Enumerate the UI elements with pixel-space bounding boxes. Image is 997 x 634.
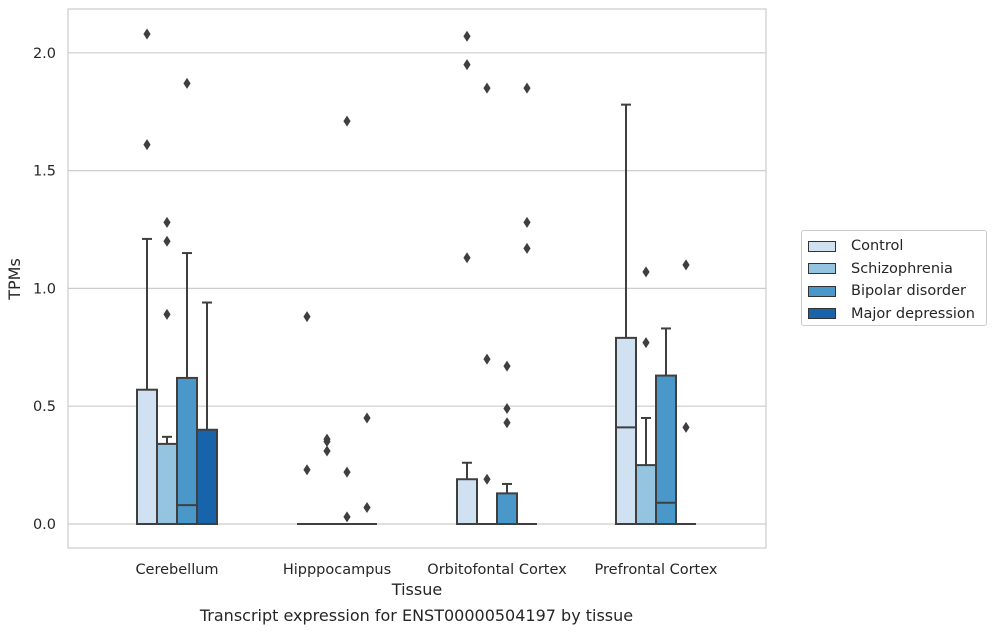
outlier-point: [463, 30, 471, 42]
box-control: [456, 30, 478, 525]
outlier-point: [463, 59, 471, 71]
outlier-point: [503, 403, 511, 415]
y-tick-label: 1.0: [33, 281, 56, 297]
outlier-point: [503, 417, 511, 429]
legend-item: Schizophrenia: [808, 258, 986, 281]
outlier-point: [642, 337, 650, 349]
outlier-point: [143, 28, 151, 40]
box-body: [136, 388, 158, 526]
box-body: [156, 442, 178, 525]
x-tick-labels: Cerebellum Hipppocampus Orbitofontal Corte…: [135, 562, 717, 578]
outlier-point: [343, 466, 351, 478]
box-body: [496, 492, 518, 526]
outlier-point: [503, 360, 511, 372]
x-tick-label: Prefrontal Cortex: [595, 562, 718, 578]
legend-swatch: [808, 285, 836, 297]
y-tick-label: 0.5: [33, 399, 56, 415]
x-axis-label: Tissue: [391, 580, 442, 599]
box-body: [615, 336, 637, 525]
outlier-point: [523, 242, 531, 254]
outlier-point: [343, 511, 351, 523]
x-tick-label: Orbitofontal Cortex: [427, 562, 567, 578]
x-tick-label: Cerebellum: [135, 562, 218, 578]
outlier-point: [463, 252, 471, 264]
legend-label: Bipolar disorder: [851, 283, 966, 300]
legend-label: Schizophrenia: [851, 260, 953, 277]
y-tick-label: 2.0: [33, 46, 56, 62]
box-body: [456, 478, 478, 525]
box-marks: [136, 28, 696, 526]
outlier-point: [163, 216, 171, 228]
x-tick-label: Hipppocampus: [283, 562, 391, 578]
legend-item: Major depression: [808, 303, 986, 326]
outlier-point: [363, 502, 371, 514]
y-tick-label: 1.5: [33, 164, 56, 180]
outlier-point: [483, 473, 491, 485]
box-body: [196, 428, 218, 526]
y-axis-label: TPMs: [5, 258, 24, 301]
outlier-point: [303, 311, 311, 323]
box-schizophrenia: [317, 433, 337, 525]
outlier-point: [323, 445, 331, 457]
box-body: [635, 464, 657, 526]
outlier-point: [143, 139, 151, 151]
legend-swatch: [808, 308, 836, 320]
outlier-point: [163, 235, 171, 247]
outlier-point: [682, 259, 690, 271]
outlier-point: [343, 115, 351, 127]
outlier-point: [682, 421, 690, 433]
box-bipolar-disorder: [337, 115, 357, 525]
box-control: [297, 311, 317, 525]
box-major-depression: [517, 82, 537, 525]
y-tick-labels: 0.0 0.5 1.0 1.5 2.0: [33, 46, 56, 533]
legend: Control Schizophrenia Bipolar disorder Majo…: [801, 230, 987, 326]
y-tick-label: 0.0: [33, 517, 56, 533]
outlier-point: [303, 464, 311, 476]
legend-swatch: [808, 263, 836, 275]
legend-item: Control: [808, 235, 986, 258]
box-schizophrenia: [156, 216, 178, 525]
outlier-point: [523, 216, 531, 228]
outlier-point: [163, 308, 171, 320]
outlier-point: [323, 433, 331, 445]
chart-caption: Transcript expression for ENST0000050419…: [199, 606, 634, 625]
legend-item: Bipolar disorder: [808, 280, 986, 303]
outlier-point: [183, 77, 191, 89]
legend-label: Major depression: [851, 305, 975, 322]
box-bipolar-disorder: [655, 327, 677, 525]
box-body: [655, 374, 677, 525]
box-bipolar-disorder: [496, 360, 518, 526]
box-control: [136, 28, 158, 526]
outlier-point: [363, 412, 371, 424]
outlier-point: [483, 353, 491, 365]
box-bipolar-disorder: [176, 77, 198, 526]
box-major-depression: [196, 301, 218, 526]
box-schizophrenia: [635, 266, 657, 526]
legend-swatch: [808, 240, 836, 252]
box-control: [615, 103, 637, 525]
plot-area-frame: [67, 8, 767, 549]
outlier-point: [483, 82, 491, 94]
box-major-depression: [676, 259, 696, 525]
box-major-depression: [357, 412, 377, 525]
box-body: [176, 376, 198, 526]
box-schizophrenia: [477, 82, 497, 525]
outlier-point: [523, 82, 531, 94]
legend-label: Control: [851, 238, 904, 255]
outlier-point: [642, 266, 650, 278]
